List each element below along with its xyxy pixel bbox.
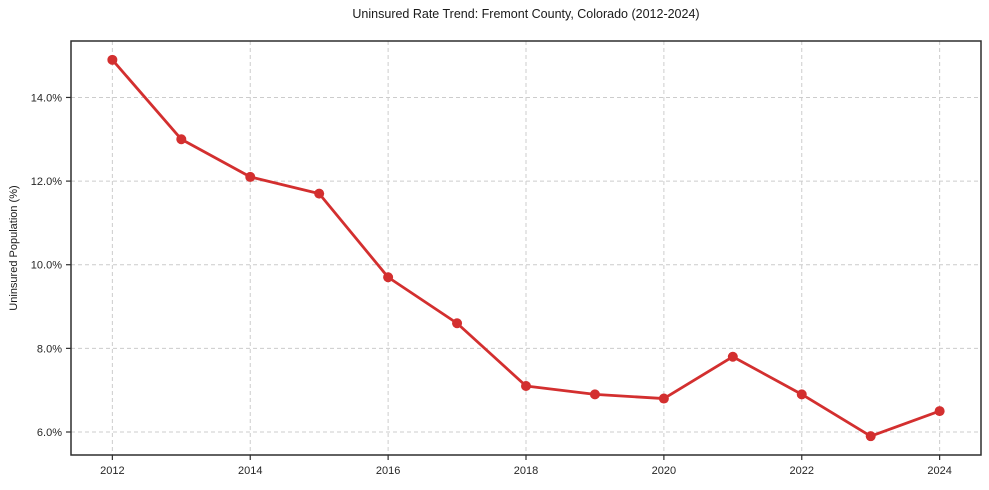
- x-tick-label: 2014: [238, 465, 262, 477]
- data-point: [314, 188, 325, 199]
- x-tick-label: 2018: [514, 465, 538, 477]
- y-tick-label: 10.0%: [31, 260, 62, 272]
- data-point: [383, 272, 394, 283]
- y-tick-label: 12.0%: [31, 176, 62, 188]
- data-point: [727, 351, 738, 362]
- chart-title: Uninsured Rate Trend: Fremont County, Co…: [352, 7, 700, 21]
- data-point: [452, 318, 463, 329]
- y-tick-label: 14.0%: [31, 92, 62, 104]
- x-tick-label: 2024: [927, 465, 951, 477]
- data-point: [658, 393, 669, 404]
- data-point: [107, 54, 118, 65]
- data-point: [176, 134, 187, 145]
- x-tick-label: 2020: [652, 465, 676, 477]
- data-point: [589, 389, 600, 400]
- data-point: [865, 431, 876, 442]
- x-tick-label: 2012: [100, 465, 124, 477]
- data-point: [245, 171, 256, 182]
- x-tick-label: 2016: [376, 465, 400, 477]
- data-point: [521, 381, 531, 391]
- plot-border: [70, 40, 982, 456]
- data-point: [934, 406, 945, 417]
- y-tick-label: 6.0%: [37, 427, 62, 439]
- data-point: [796, 389, 807, 400]
- y-tick-label: 8.0%: [37, 343, 62, 355]
- x-tick-label: 2022: [790, 465, 814, 477]
